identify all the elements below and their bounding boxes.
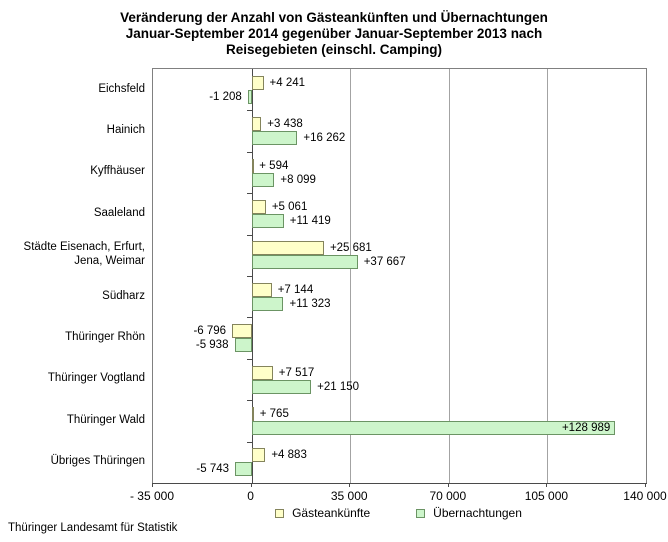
category-axis-tick [247,193,252,194]
x-axis-tick [152,483,153,487]
bar-uebernachtungen [234,338,252,353]
category-axis-tick [247,276,252,277]
value-label: +4 883 [271,449,307,462]
x-axis-line [152,483,647,484]
bar-uebernachtungen [248,89,252,104]
value-label: +25 681 [329,242,372,255]
category-axis-tick [247,317,252,318]
value-label: +8 099 [280,173,316,186]
category-axis-tick [247,235,252,236]
bar-uebernachtungen [251,172,275,187]
category-label: Thüringer Vogtland [47,372,145,385]
value-label: + 594 [259,159,289,172]
category-axis-tick [247,359,252,360]
chart-title-line3: Reisegebieten (einschl. Camping) [225,42,443,57]
bar-gaesteankuenfte [251,241,324,256]
category-label: Thüringer Wald [66,413,145,426]
value-label: +3 438 [267,118,303,131]
chart-title-line2: Januar-September 2014 gegenüber Januar-S… [125,26,543,41]
value-label: +7 517 [278,366,315,379]
legend-swatch-icon [275,508,285,518]
category-axis-tick [247,152,252,153]
category-label: Eichsfeld [98,82,145,95]
category-axis-tick [247,400,252,401]
bar-gaesteankuenfte [251,75,264,90]
bar-uebernachtungen [251,296,284,311]
bar-gaesteankuenfte [251,117,262,132]
x-axis-label: 35 000 [330,489,368,503]
category-label: Hainich [106,124,145,137]
x-axis-label: 140 000 [623,489,667,503]
value-label: -5 938 [195,339,229,352]
source-note: Thüringer Landesamt für Statistik [8,522,178,534]
value-label: +37 667 [363,256,406,269]
legend-label: Übernachtungen [433,506,522,520]
bar-gaesteankuenfte [232,324,252,339]
zero-axis-line [252,69,253,483]
legend: Gästeankünfte Übernachtungen [152,506,645,520]
value-label: +5 061 [271,200,308,213]
value-axis-labels: - 35 000 0 35 000 70 000 105 000 140 000 [130,489,667,505]
gridline-105000 [547,69,549,483]
bar-gaesteankuenfte [251,406,254,421]
category-label: Thüringer Rhön [65,331,145,344]
x-axis-tick [349,483,351,487]
bar-gaesteankuenfte [251,199,266,214]
x-axis-tick [645,483,646,487]
value-label: +4 241 [269,76,306,89]
x-axis-label: 0 [247,489,254,503]
bar-uebernachtungen [251,213,284,228]
category-label: Saaleland [93,206,145,219]
legend-swatch-icon [416,508,426,518]
value-label: +128 989 [561,421,611,434]
legend-label: Gästeankünfte [292,506,371,520]
value-label: +7 144 [277,283,314,296]
bar-gaesteankuenfte [251,365,273,380]
bar-gaesteankuenfte [251,282,272,297]
bar-uebernachtungen [251,379,312,394]
chart-title-line1: Veränderung der Anzahl von Gästeankünfte… [120,10,548,25]
bar-uebernachtungen [251,420,615,435]
x-axis-tick [546,483,548,487]
category-label: Übriges Thüringen [50,455,145,468]
legend-item-uebernachtungen: Übernachtungen [416,506,522,520]
category-axis-tick [247,442,252,443]
x-axis-tick [447,483,449,487]
x-axis-tick [250,483,252,487]
chart-title: Veränderung der Anzahl von Gästeankünfte… [0,10,668,58]
x-axis-label: 105 000 [524,489,569,503]
plot-area: +4 241 -1 208 +3 438 +16 262 + 594 +8 099 +5 0… [152,68,647,484]
category-label: Südharz [102,289,145,302]
gridline-70000 [448,69,450,483]
bar-uebernachtungen [251,255,358,270]
value-label: +11 323 [289,297,331,310]
value-label: +16 262 [303,132,346,145]
bar-uebernachtungen [235,462,252,477]
category-label: Städte Eisenach, Erfurt, Jena, Weimar [23,241,145,268]
value-label: +11 419 [289,214,331,227]
bar-uebernachtungen [251,131,298,146]
category-label: Kyffhäuser [90,165,145,178]
value-label: +21 150 [317,380,360,393]
value-label: + 765 [259,407,289,420]
category-axis-tick [247,110,252,111]
value-label: -6 796 [193,325,227,338]
bar-gaesteankuenfte [251,158,254,173]
value-label: -1 208 [209,90,242,103]
legend-item-gaesteankuenfte: Gästeankünfte [275,506,370,520]
bar-gaesteankuenfte [251,448,266,463]
category-axis-labels: Eichsfeld Hainich Kyffhäuser Saaleland Städt… [0,68,145,482]
gridline-35000 [350,69,352,483]
x-axis-label: - 35 000 [129,489,175,503]
x-axis-label: 70 000 [429,489,467,503]
value-label: -5 743 [196,463,230,476]
